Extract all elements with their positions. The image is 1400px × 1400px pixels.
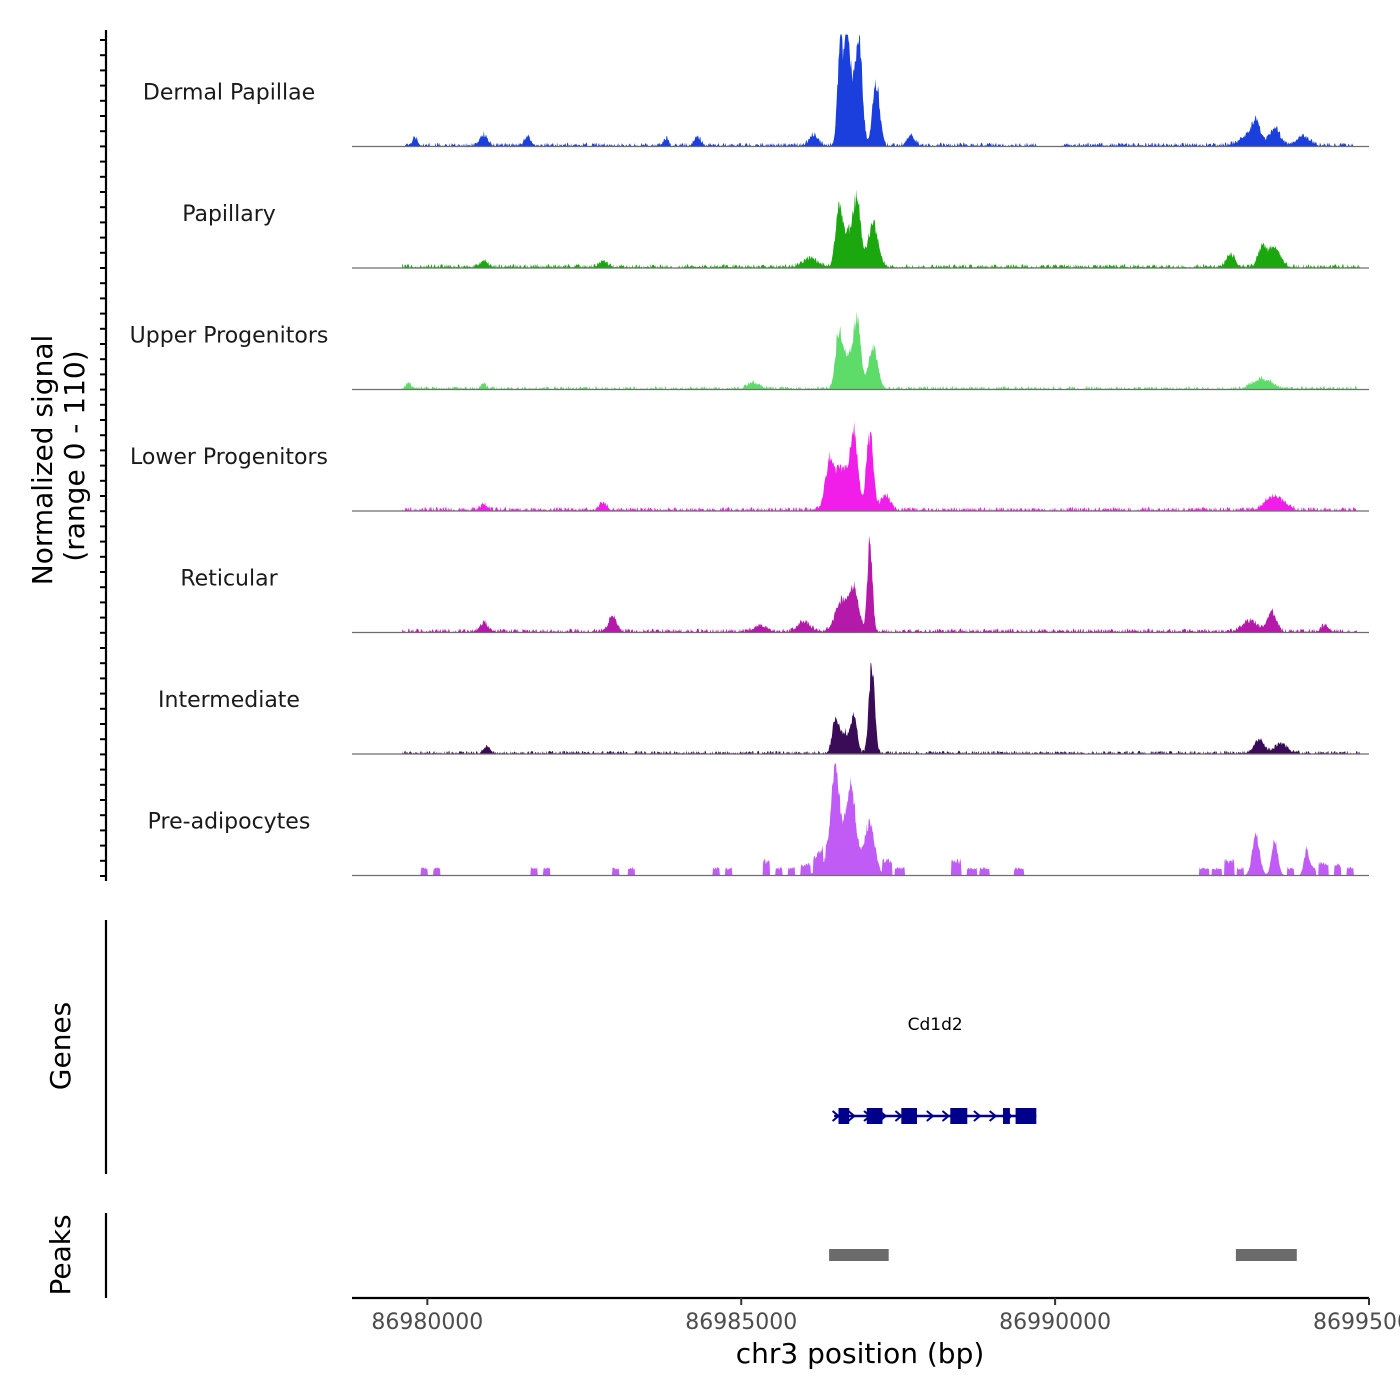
strand-arrow (988, 1110, 998, 1122)
y-axis-title: Normalized signal (26, 335, 59, 586)
strand-arrow (941, 1110, 951, 1122)
track-label: Upper Progenitors (130, 324, 329, 349)
gene-exon (950, 1108, 968, 1124)
signal-area (402, 421, 1363, 511)
track-upper-progenitors: Upper Progenitors (130, 311, 1369, 391)
signal-area (402, 763, 1363, 876)
x-tick-label: 86990000 (999, 1310, 1111, 1335)
track-intermediate: Intermediate (158, 663, 1369, 755)
gene-exon (1015, 1108, 1037, 1124)
signal-area (402, 663, 1363, 754)
genes-panel: Cd1d2 (831, 1015, 1037, 1124)
strand-arrow (973, 1110, 982, 1122)
x-axis-ticks: 86980000 86985000 86990000 86995000 (371, 1298, 1400, 1335)
track-lower-progenitors: Lower Progenitors (130, 421, 1369, 512)
track-label: Papillary (182, 202, 276, 227)
track-label: Intermediate (158, 688, 300, 713)
track-label: Reticular (180, 567, 278, 592)
coverage-y-ticks (100, 39, 106, 877)
gene-exon (1003, 1108, 1010, 1124)
strand-arrow (847, 1110, 856, 1122)
signal-area (402, 34, 1363, 147)
peaks-panel (829, 1249, 1297, 1261)
track-reticular: Reticular (180, 535, 1369, 634)
coverage-tracks: Dermal Papillae Papillary Upper Progenitor… (130, 34, 1369, 877)
gene-label: Cd1d2 (908, 1015, 963, 1035)
peak-region (1235, 1249, 1297, 1261)
x-axis-title: chr3 position (bp) (736, 1337, 985, 1370)
track-label: Lower Progenitors (130, 445, 328, 470)
x-tick-label: 86980000 (371, 1310, 483, 1335)
x-tick-label: 86985000 (685, 1310, 797, 1335)
peak-region (829, 1249, 889, 1261)
track-papillary: Papillary (182, 189, 1369, 269)
track-pre-adipocytes: Pre-adipocytes (148, 763, 1369, 877)
gene-exon (901, 1108, 917, 1124)
signal-area (402, 535, 1363, 633)
signal-area (402, 189, 1363, 268)
y-axis-range: (range 0 - 110) (58, 350, 91, 561)
signal-area (402, 311, 1363, 390)
x-tick-label: 86995000 (1313, 1310, 1400, 1335)
track-dermal-papillae: Dermal Papillae (143, 34, 1369, 148)
track-label: Dermal Papillae (143, 81, 315, 106)
strand-arrow (926, 1110, 935, 1122)
gene-exon (866, 1108, 883, 1124)
track-label: Pre-adipocytes (148, 810, 311, 835)
peaks-axis-title: Peaks (44, 1214, 77, 1295)
genes-axis-title: Genes (44, 1002, 77, 1090)
gene-exon (838, 1108, 850, 1124)
gene-cd1d2: Cd1d2 (831, 1015, 1037, 1124)
